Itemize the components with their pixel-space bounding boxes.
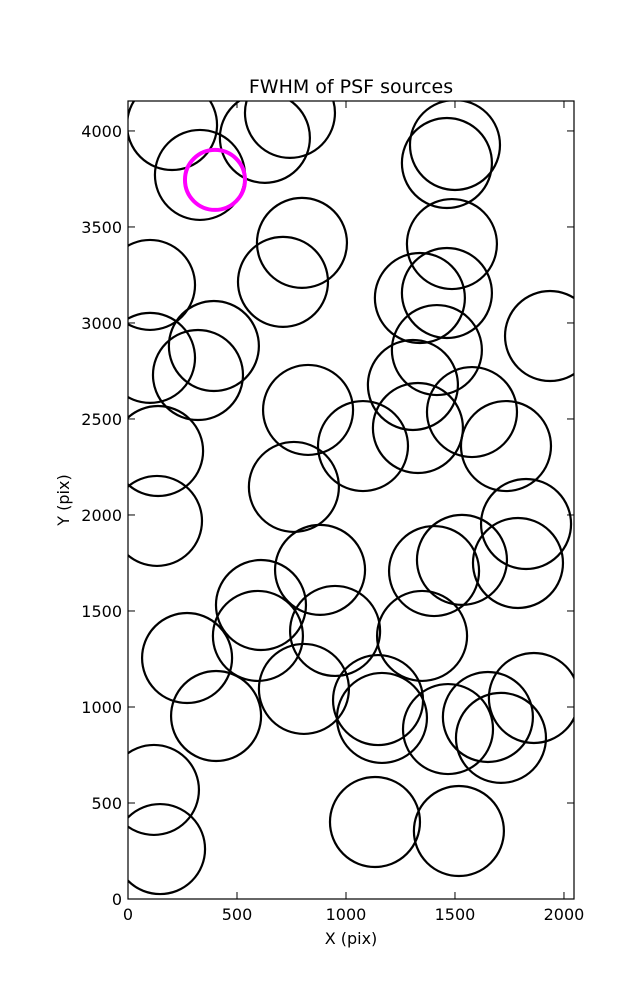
- source-circle: [128, 101, 219, 172]
- source-circle: [479, 477, 573, 571]
- source-circle: [454, 691, 548, 785]
- source-circle: [151, 328, 245, 422]
- source-circle: [273, 523, 367, 616]
- source-circle: [503, 289, 574, 383]
- source-circle: [316, 399, 410, 493]
- source-circle: [236, 235, 330, 328]
- source-circle: [218, 101, 311, 184]
- y-tick-label: 2500: [81, 410, 122, 429]
- x-tick-label: 500: [222, 905, 253, 924]
- chart-title: FWHM of PSF sources: [249, 76, 453, 98]
- y-tick-label: 1500: [81, 602, 122, 621]
- x-tick-label: 1500: [435, 905, 476, 924]
- source-circle: [128, 404, 205, 498]
- source-circle: [214, 558, 308, 652]
- source-circle: [169, 669, 263, 763]
- y-tick-label: 3500: [81, 218, 122, 237]
- source-circle: [415, 513, 509, 607]
- y-tick-label: 4000: [81, 122, 122, 141]
- source-circle: [182, 147, 247, 212]
- y-tick-label: 2000: [81, 506, 122, 525]
- plot-area: [128, 101, 574, 896]
- source-circle: [167, 299, 260, 393]
- y-tick-label: 1000: [81, 698, 122, 717]
- source-circle: [211, 589, 305, 683]
- source-circle: [387, 524, 481, 618]
- source-circle: [261, 363, 355, 457]
- source-circle: [400, 116, 494, 210]
- source-circle: [255, 196, 349, 289]
- source-circle: [459, 399, 553, 493]
- source-circle: [243, 101, 337, 159]
- y-tick-label: 500: [91, 794, 122, 813]
- source-circle: [373, 251, 466, 345]
- source-circle: [128, 311, 197, 404]
- source-circle: [401, 682, 495, 776]
- source-circle: [408, 101, 502, 192]
- source-circle: [128, 474, 204, 568]
- y-tick-label: 3000: [81, 314, 122, 333]
- x-axis-label: X (pix): [325, 929, 378, 948]
- source-circle: [425, 365, 519, 459]
- source-circle: [375, 589, 469, 683]
- source-circle: [412, 784, 506, 878]
- x-tick-label: 0: [123, 905, 133, 924]
- source-circle: [288, 584, 382, 678]
- source-circle: [366, 338, 460, 432]
- source-circle: [400, 246, 494, 340]
- source-circle: [140, 611, 234, 705]
- source-circle: [128, 743, 201, 837]
- source-circle: [328, 775, 422, 869]
- y-tick-label: 0: [112, 890, 122, 909]
- source-circle: [128, 802, 207, 896]
- source-circle: [471, 516, 565, 610]
- y-axis-label: Y (pix): [54, 474, 73, 526]
- axes-frame: [127, 100, 575, 900]
- source-circle: [405, 197, 499, 291]
- x-tick-label: 2000: [544, 905, 585, 924]
- source-circle: [487, 651, 574, 745]
- source-circle: [441, 670, 534, 764]
- x-tick-label: 1000: [326, 905, 367, 924]
- source-circle: [128, 238, 197, 332]
- source-circle: [390, 303, 483, 397]
- source-circle: [335, 671, 429, 765]
- source-circle: [371, 381, 465, 475]
